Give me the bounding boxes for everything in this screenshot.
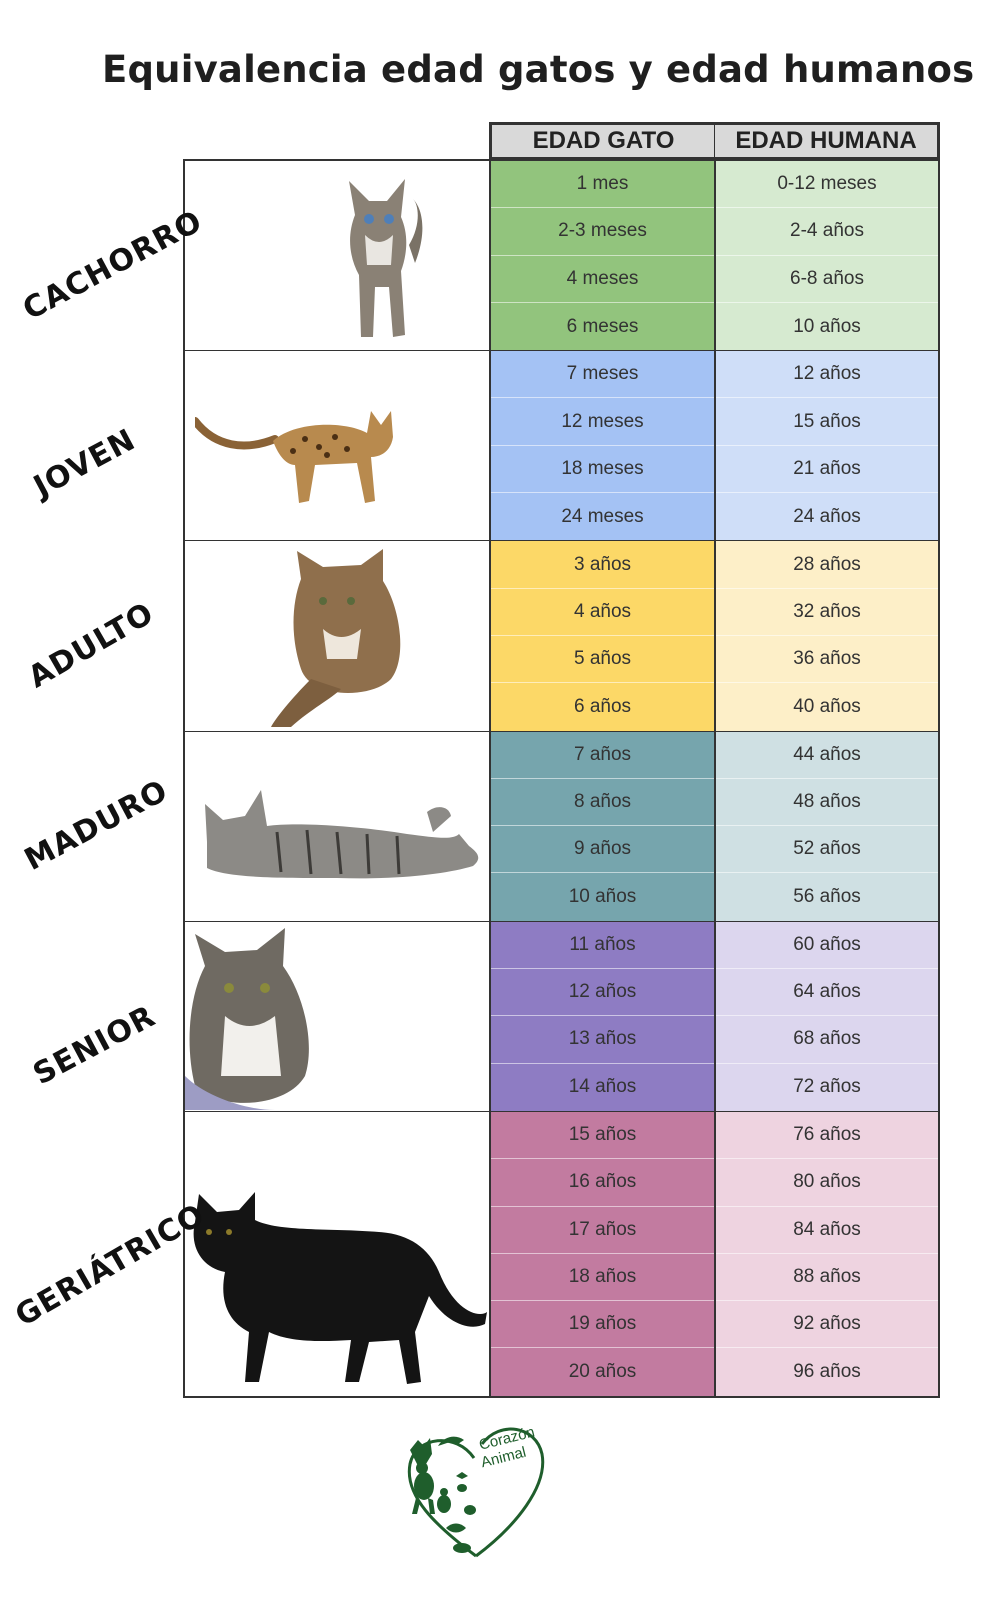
cat-age-cell: 9 años: [491, 826, 714, 874]
cat-age-cell: 24 meses: [491, 493, 714, 541]
cat-age-column: 7 meses 12 meses 18 meses 24 meses: [491, 351, 716, 541]
cat-photo: [185, 1111, 491, 1396]
cat-age-cell: 11 años: [491, 921, 714, 970]
cat-age-cell: 18 años: [491, 1253, 714, 1302]
cat-age-cell: 18 meses: [491, 445, 714, 494]
stage-label: MADURO: [18, 773, 174, 878]
human-age-cell: 72 años: [716, 1063, 938, 1111]
human-age-cell: 40 años: [716, 683, 938, 731]
stage-label: ADULTO: [22, 595, 161, 696]
human-age-cell: 52 años: [716, 826, 938, 874]
human-age-cell: 2-4 años: [716, 208, 938, 256]
header-human-age: EDAD HUMANA: [714, 122, 940, 160]
cat-photo: [185, 731, 491, 921]
human-age-cell: 44 años: [716, 731, 938, 779]
human-age-cell: 76 años: [716, 1111, 938, 1160]
cat-age-cell: 12 meses: [491, 398, 714, 446]
cat-age-column: 3 años 4 años 5 años 6 años: [491, 541, 716, 731]
cat-age-cell: 12 años: [491, 969, 714, 1017]
human-age-cell: 84 años: [716, 1206, 938, 1254]
cat-age-cell: 13 años: [491, 1016, 714, 1064]
cat-photo: [185, 541, 491, 731]
human-age-column: 44 años 48 años 52 años 56 años: [716, 731, 938, 921]
cat-photo: [185, 921, 491, 1111]
cat-age-cell: 2-3 meses: [491, 208, 714, 256]
corazon-animal-logo: Corazón Animal: [407, 1424, 545, 1558]
human-age-cell: 10 años: [716, 302, 938, 351]
human-age-cell: 12 años: [716, 351, 938, 399]
age-equivalence-table: 1 mes 2-3 meses 4 meses 6 meses 0-12 meses 2-…: [183, 159, 940, 1398]
stage-group-4: 11 años 12 años 13 años 14 años 60 años 64 añ…: [183, 920, 940, 1112]
human-age-cell: 21 años: [716, 445, 938, 494]
animal-silhouettes-icon: [410, 1436, 476, 1553]
human-age-cell: 24 años: [716, 493, 938, 541]
stage-label: GERIÁTRICO: [9, 1197, 212, 1334]
human-age-column: 60 años 64 años 68 años 72 años: [716, 921, 938, 1111]
human-age-cell: 0-12 meses: [716, 161, 938, 209]
stage-label: JOVEN: [28, 422, 142, 505]
cat-age-cell: 14 años: [491, 1063, 714, 1111]
cat-photo: [185, 161, 491, 351]
cat-age-column: 1 mes 2-3 meses 4 meses 6 meses: [491, 161, 716, 351]
stage-group-3: 7 años 8 años 9 años 10 años 44 años 48 años 5…: [183, 730, 940, 922]
human-age-cell: 36 años: [716, 635, 938, 684]
cat-age-column: 11 años 12 años 13 años 14 años: [491, 921, 716, 1111]
human-age-cell: 68 años: [716, 1016, 938, 1064]
stage-group-5: 15 años 16 años 17 años 18 años 19 años 20 añ…: [183, 1110, 940, 1398]
cat-age-cell: 4 años: [491, 588, 714, 636]
human-age-column: 28 años 32 años 36 años 40 años: [716, 541, 938, 731]
cat-age-column: 7 años 8 años 9 años 10 años: [491, 731, 716, 921]
human-age-cell: 6-8 años: [716, 255, 938, 303]
human-age-cell: 92 años: [716, 1301, 938, 1349]
human-age-column: 0-12 meses 2-4 años 6-8 años 10 años: [716, 161, 938, 351]
cat-age-cell: 5 años: [491, 635, 714, 684]
stage-group-0: 1 mes 2-3 meses 4 meses 6 meses 0-12 meses 2-…: [183, 159, 940, 352]
stage-label: CACHORRO: [17, 203, 209, 328]
human-age-cell: 80 años: [716, 1159, 938, 1207]
human-age-cell: 88 años: [716, 1253, 938, 1302]
cat-age-column: 15 años 16 años 17 años 18 años 19 años 20 añ…: [491, 1111, 716, 1396]
human-age-cell: 32 años: [716, 588, 938, 636]
cat-age-cell: 15 años: [491, 1111, 714, 1160]
human-age-cell: 48 años: [716, 778, 938, 827]
cat-age-cell: 7 meses: [491, 351, 714, 399]
stage-group-2: 3 años 4 años 5 años 6 años 28 años 32 años 36…: [183, 540, 940, 732]
header-cat-age: EDAD GATO: [489, 122, 716, 160]
cat-age-cell: 6 años: [491, 683, 714, 731]
human-age-cell: 28 años: [716, 541, 938, 589]
human-age-cell: 64 años: [716, 969, 938, 1017]
human-age-cell: 56 años: [716, 873, 938, 921]
stage-group-1: 7 meses 12 meses 18 meses 24 meses 12 años 15…: [183, 350, 940, 542]
cat-age-cell: 7 años: [491, 731, 714, 779]
cat-age-cell: 6 meses: [491, 302, 714, 351]
cat-age-cell: 19 años: [491, 1301, 714, 1349]
cat-age-cell: 17 años: [491, 1206, 714, 1254]
cat-age-cell: 8 años: [491, 778, 714, 827]
cat-age-cell: 1 mes: [491, 161, 714, 209]
human-age-column: 12 años 15 años 21 años 24 años: [716, 351, 938, 541]
page-title: Equivalencia edad gatos y edad humanos: [102, 48, 975, 91]
human-age-column: 76 años 80 años 84 años 88 años 92 años 96 añ…: [716, 1111, 938, 1396]
cat-age-cell: 16 años: [491, 1159, 714, 1207]
human-age-cell: 96 años: [716, 1348, 938, 1396]
human-age-cell: 15 años: [716, 398, 938, 446]
cat-age-cell: 20 años: [491, 1348, 714, 1396]
stage-label: SENIOR: [27, 998, 162, 1093]
cat-age-cell: 3 años: [491, 541, 714, 589]
cat-age-cell: 10 años: [491, 873, 714, 921]
cat-age-cell: 4 meses: [491, 255, 714, 303]
cat-photo: [185, 351, 491, 541]
human-age-cell: 60 años: [716, 921, 938, 970]
